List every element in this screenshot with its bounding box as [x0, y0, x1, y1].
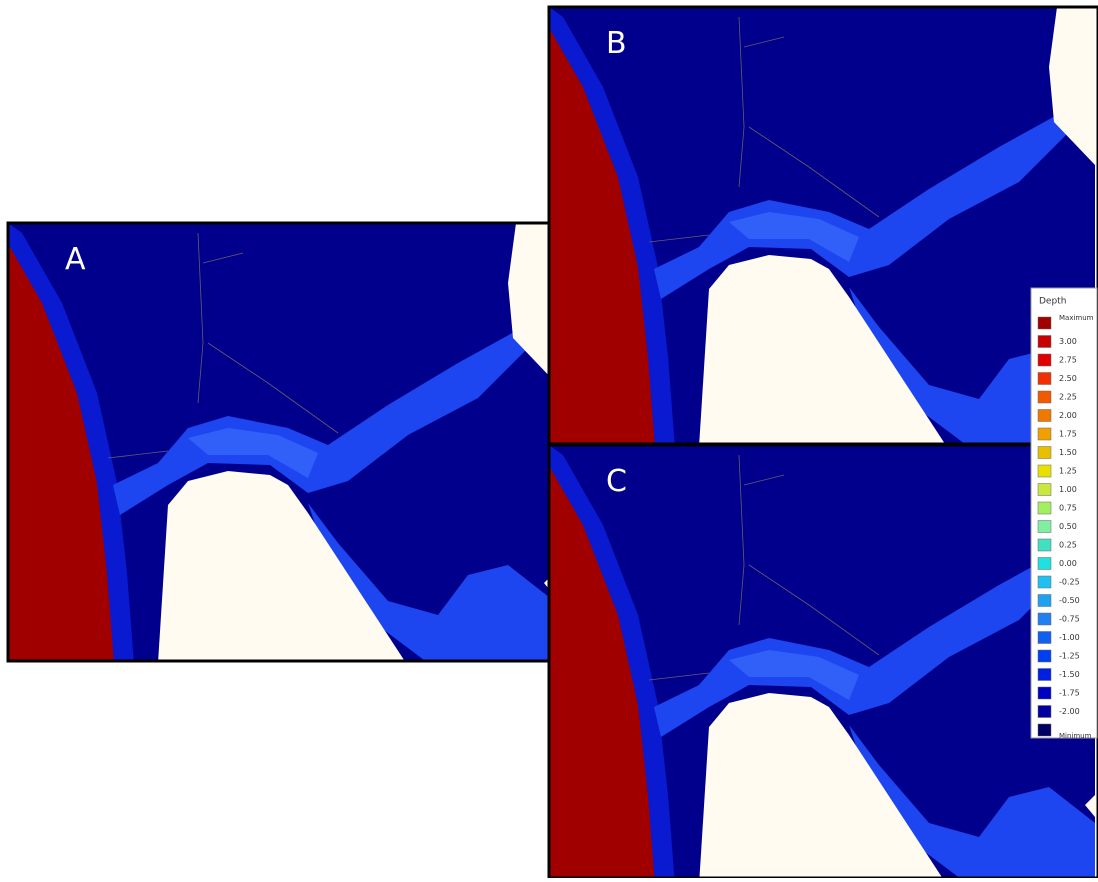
legend-label: Minimum — [1059, 732, 1092, 740]
legend-swatch — [1038, 595, 1051, 607]
legend-swatch — [1038, 447, 1051, 459]
panel-label: A — [65, 242, 86, 277]
legend-swatch — [1038, 724, 1051, 736]
legend-swatch — [1038, 484, 1051, 496]
legend-swatch — [1038, 391, 1051, 403]
legend-swatch — [1038, 317, 1051, 329]
legend-title: Depth — [1039, 297, 1066, 307]
legend-label: -2.00 — [1059, 707, 1080, 716]
legend-label: 0.75 — [1059, 504, 1077, 513]
legend-label: -1.25 — [1059, 652, 1080, 661]
legend-swatch — [1038, 613, 1051, 625]
legend-swatch — [1038, 373, 1051, 385]
legend-swatch — [1038, 706, 1051, 718]
legend: Depth Maximum 3.00 2.75 2.50 2.25 2.00 1.75 1.50… — [1031, 288, 1097, 740]
figure: A B C Depth Maximum 3.00 2.75 2.50 2.25 2.00 1.75… — [0, 0, 1098, 878]
legend-label: 1.75 — [1059, 430, 1077, 439]
legend-swatch — [1038, 632, 1051, 644]
map-panel: A — [0, 223, 554, 663]
legend-swatch — [1038, 650, 1051, 662]
legend-swatch — [1038, 576, 1051, 588]
legend-label: -0.25 — [1059, 578, 1080, 587]
legend-label: 1.00 — [1059, 485, 1077, 494]
map-panel: C — [505, 445, 1098, 878]
legend-label: 2.00 — [1059, 411, 1077, 420]
map-panel: B — [505, 7, 1098, 447]
legend-swatch — [1038, 558, 1051, 570]
legend-swatch — [1038, 428, 1051, 440]
legend-label: 2.75 — [1059, 356, 1077, 365]
legend-label: 2.25 — [1059, 393, 1077, 402]
panel-label: B — [606, 26, 627, 61]
legend-label: 1.25 — [1059, 467, 1077, 476]
legend-swatch — [1038, 687, 1051, 699]
legend-swatch — [1038, 502, 1051, 514]
legend-swatch — [1038, 336, 1051, 348]
legend-swatch — [1038, 354, 1051, 366]
legend-swatch — [1038, 410, 1051, 422]
legend-label: -1.50 — [1059, 670, 1080, 679]
legend-label: 1.50 — [1059, 448, 1077, 457]
legend-swatch — [1038, 669, 1051, 681]
legend-label: -1.75 — [1059, 689, 1080, 698]
panel-label: C — [606, 464, 627, 499]
legend-label: Maximum — [1059, 314, 1094, 322]
legend-swatch — [1038, 521, 1051, 533]
legend-label: 0.25 — [1059, 541, 1077, 550]
legend-label: 0.00 — [1059, 559, 1077, 568]
legend-label: -1.00 — [1059, 633, 1080, 642]
legend-swatch — [1038, 539, 1051, 551]
legend-label: 3.00 — [1059, 337, 1077, 346]
legend-label: -0.75 — [1059, 615, 1080, 624]
legend-label: -0.50 — [1059, 596, 1080, 605]
legend-label: 0.50 — [1059, 522, 1077, 531]
legend-label: 2.50 — [1059, 374, 1077, 383]
legend-swatch — [1038, 465, 1051, 477]
